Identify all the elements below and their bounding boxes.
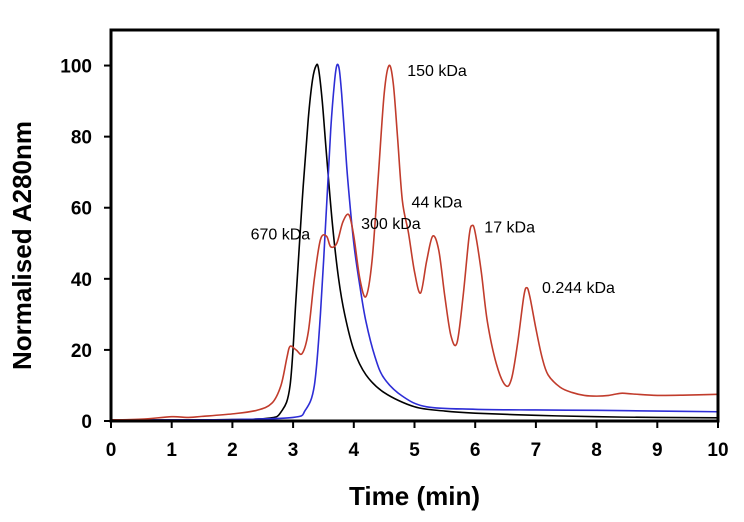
series-layer <box>110 63 719 422</box>
x-tick-label: 4 <box>349 440 360 461</box>
x-axis-title: Time (min) <box>349 481 480 511</box>
peak-annotation: 0.244 kDa <box>542 280 615 297</box>
peak-annotation: 670 kDa <box>251 227 311 244</box>
x-tick-label: 10 <box>707 440 728 461</box>
x-tick-label: 6 <box>470 440 481 461</box>
y-tick-label: 0 <box>81 412 92 433</box>
series-line-1 <box>110 63 719 421</box>
x-tick-label: 5 <box>409 440 420 461</box>
y-tick-label: 20 <box>71 341 92 362</box>
x-tick-label: 8 <box>591 440 602 461</box>
x-tick-label: 3 <box>288 440 299 461</box>
y-tick-label: 80 <box>71 128 92 149</box>
peak-annotation: 300 kDa <box>361 216 421 233</box>
series-line-3 <box>110 64 719 421</box>
x-tick-label: 0 <box>106 440 117 461</box>
y-axis-title: Normalised A280nm <box>7 121 37 370</box>
annotation-layer: 150 kDa 670 kDa 300 kDa 44 kDa 17 kDa 0.244 k… <box>251 63 615 297</box>
y-tick-label: 40 <box>71 270 92 291</box>
peak-annotation: 44 kDa <box>411 195 462 212</box>
y-tick-label: 100 <box>60 57 92 78</box>
peak-annotation: 17 kDa <box>484 220 535 237</box>
y-tick-label: 60 <box>71 199 92 220</box>
x-tick-label: 9 <box>652 440 663 461</box>
series-line-2 <box>110 63 719 422</box>
x-tick-label: 7 <box>531 440 542 461</box>
x-tick-label: 1 <box>166 440 177 461</box>
peak-annotation: 150 kDa <box>407 63 467 80</box>
x-tick-label: 2 <box>227 440 238 461</box>
